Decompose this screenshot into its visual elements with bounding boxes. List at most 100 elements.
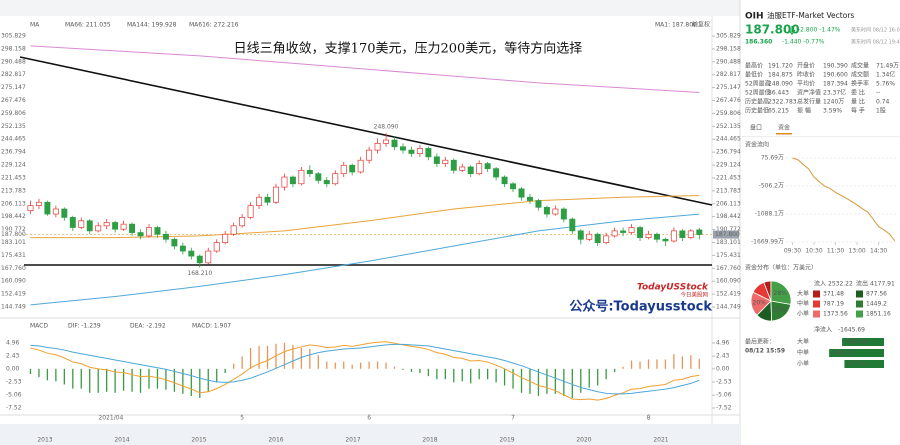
candle-body [273, 186, 279, 203]
watermark-brand-cn: 今日美股网 [680, 291, 708, 299]
candle-body [433, 156, 440, 164]
stat-label: 振 幅 [797, 107, 811, 115]
down-arrow [788, 26, 796, 35]
out-label: 流出 [856, 280, 868, 288]
in-value: 371.48 [823, 291, 844, 298]
y-tick-label: -2.53 [6, 379, 22, 386]
candle-body [577, 230, 584, 240]
in-value: 1373.56 [823, 311, 848, 318]
stat-label: 52周最高 [745, 80, 771, 88]
stat-value: 0.74 [876, 99, 890, 106]
stat-value: 187.394 [823, 81, 848, 88]
stat-value: 1240万 [823, 99, 844, 106]
candle-body [493, 168, 500, 178]
row-label: 中单 [797, 300, 809, 308]
candle-body [86, 220, 93, 232]
after-hours-change: -1.440 -0.77% [782, 39, 825, 46]
candle-body [696, 229, 703, 235]
candle-body [154, 227, 161, 235]
candle-body [560, 208, 567, 220]
stat-label: 成交量 [851, 62, 869, 70]
timeline-label: 2016 [268, 437, 283, 444]
candle-body [256, 196, 263, 206]
stat-value: 86.443 [768, 90, 789, 97]
swatch [813, 310, 820, 318]
y-tick-label: -1088.1万 [755, 211, 784, 218]
y-tick-label: -2.53 [716, 379, 732, 386]
mode-label[interactable]: 前复权 [692, 21, 710, 29]
legend-entry: DIF: -1.239 [68, 323, 101, 330]
y-tick-label: -1669.99万 [751, 239, 784, 246]
stat-label: 昨收价 [797, 71, 815, 79]
bar-label: -662.01 [831, 350, 854, 357]
toolbar [0, 0, 740, 16]
y-tick-label: 259.806 [1, 110, 26, 117]
y-tick-label: 183.101 [1, 239, 26, 246]
legend-entry: MA1: 187.800 [655, 22, 697, 29]
fund-name: 油服ETF-Market Vectors [767, 10, 854, 20]
bar [829, 349, 884, 357]
swatch [856, 310, 863, 318]
candle-body [366, 149, 373, 161]
y-tick-label: 290.488 [716, 58, 741, 65]
timeline-label: 2014 [114, 437, 129, 444]
stat-value: 191.720 [768, 63, 793, 70]
candle-body [146, 227, 152, 237]
candle-body [527, 196, 533, 201]
y-tick-label: 167.760 [1, 265, 26, 272]
dif-line [30, 341, 700, 401]
candle-body [459, 166, 466, 171]
candle-body [137, 232, 144, 237]
candle-body [603, 235, 610, 244]
stat-value: 3.59% [823, 108, 842, 115]
y-tick-label: 144.749 [1, 304, 26, 311]
stat-value: 23.37亿 [823, 89, 846, 97]
candle-body [408, 149, 415, 154]
y-tick-label: 213.783 [716, 187, 741, 194]
x-tick-label: 8 [647, 415, 651, 422]
updated-label: 最后更新： [745, 338, 775, 346]
stat-value: 190.600 [823, 72, 848, 79]
candle-body [95, 225, 102, 232]
swatch [813, 290, 820, 298]
in-total: 2532.22 [828, 281, 853, 288]
y-tick-label: 275.147 [1, 84, 26, 91]
stat-value: 2322.783 [768, 99, 797, 106]
y-tick-label: 298.158 [716, 45, 741, 52]
legend-entry: MA66: 211.035 [65, 22, 111, 29]
y-tick-label: 275.147 [716, 84, 741, 91]
candle-body [357, 159, 364, 173]
candle-body [205, 250, 212, 264]
price-tag [713, 230, 739, 239]
tab[interactable]: 盘口 [750, 124, 762, 132]
y-tick-label: 198.442 [1, 213, 26, 220]
tab[interactable]: 资金 [778, 124, 790, 132]
timeline-label: 2013 [37, 437, 52, 444]
stat-value: 248.090 [768, 81, 793, 88]
y-tick-label: 183.101 [716, 239, 741, 246]
price: 187.800 [745, 23, 800, 37]
stat-label: 平均价 [797, 80, 815, 88]
y-tick-label: 267.476 [716, 97, 741, 104]
slice-label: 20% [753, 300, 767, 307]
net-total: -1645.69 [838, 327, 865, 334]
y-tick-label: 190.772 [1, 226, 26, 233]
candle-body [129, 223, 136, 233]
x-tick-label: 14:30 [870, 248, 887, 255]
candle-body [52, 208, 59, 215]
bar [844, 360, 884, 368]
ma-line [30, 194, 700, 239]
y-tick-label: 0.00 [6, 365, 20, 372]
candle-body [239, 217, 246, 227]
stat-value: 184.875 [768, 72, 793, 79]
y-tick-label: 4.96 [6, 339, 20, 346]
out-value: 1851.16 [866, 311, 891, 318]
candle-body [620, 230, 627, 233]
candle-body [374, 143, 381, 151]
chart-title: 日线三角收敛，支撑170美元，压力200美元，等待方向选择 [234, 41, 583, 57]
y-tick-label: 0.00 [716, 365, 730, 372]
timeline-strip[interactable] [0, 424, 740, 445]
candle-body [476, 163, 483, 175]
y-tick-label: 175.431 [716, 252, 741, 259]
